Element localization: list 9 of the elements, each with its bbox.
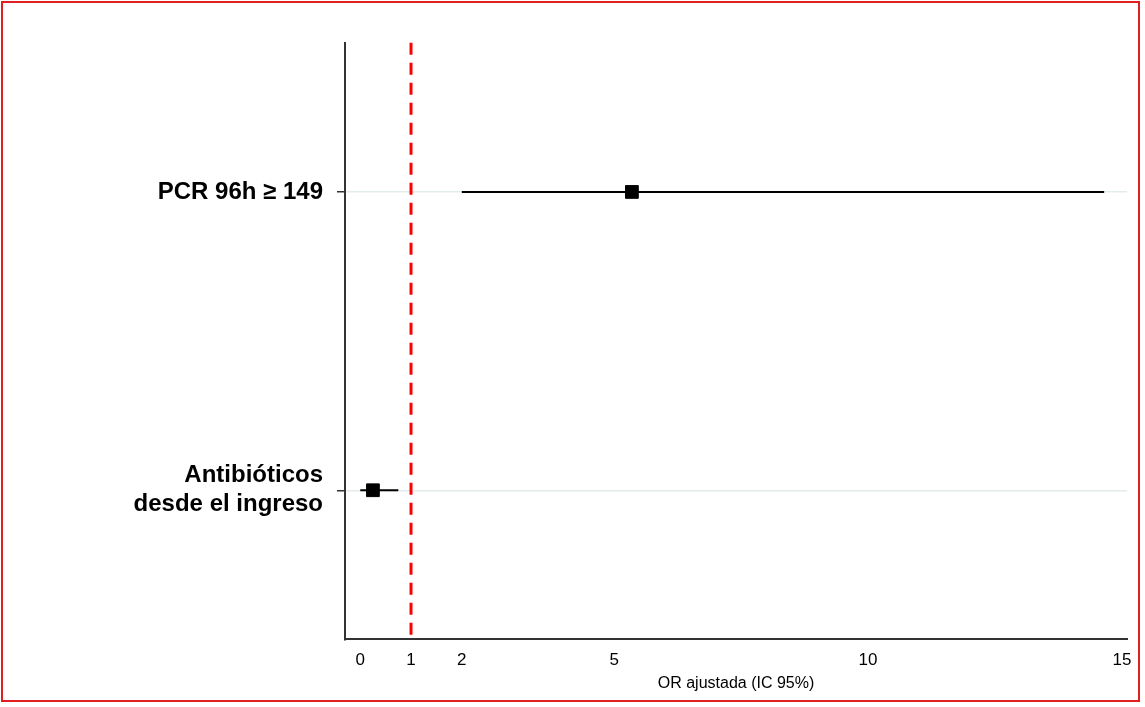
x-tick-label: 1 bbox=[406, 650, 416, 670]
x-tick-label: 0 bbox=[355, 650, 365, 670]
y-tick-label: PCR 96h ≥ 149 bbox=[157, 176, 323, 204]
y-tick-label: Antibióticos desde el ingreso bbox=[133, 460, 323, 517]
x-tick-label: 10 bbox=[858, 650, 878, 670]
x-tick-label: 15 bbox=[1112, 650, 1132, 670]
x-axis-title: OR ajustada (IC 95%) bbox=[657, 673, 815, 691]
x-tick-label: 2 bbox=[457, 650, 467, 670]
x-tick-label: 5 bbox=[609, 650, 619, 670]
